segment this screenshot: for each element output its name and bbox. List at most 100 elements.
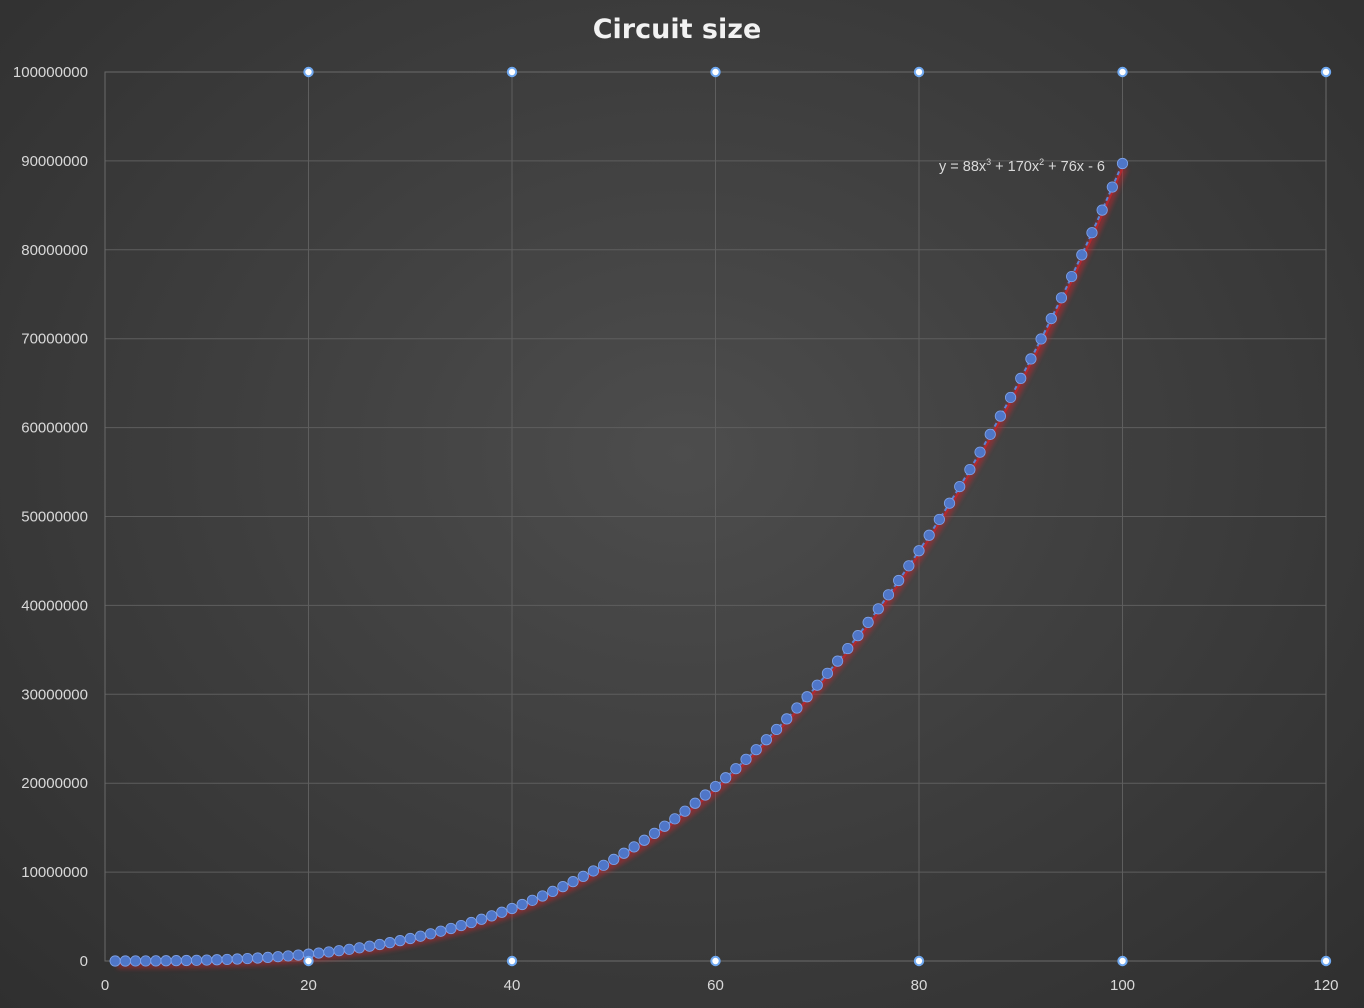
- data-point: [659, 820, 671, 832]
- x-tick-label: 120: [1313, 977, 1338, 994]
- data-point: [638, 834, 650, 846]
- data-point: [933, 513, 945, 526]
- y-tick-label: 20000000: [21, 775, 88, 792]
- data-point: [587, 865, 600, 877]
- data-point: [486, 910, 498, 922]
- axis-marker: [1117, 955, 1128, 967]
- y-tick-label: 10000000: [21, 864, 88, 881]
- data-point: [618, 847, 630, 859]
- data-point: [893, 574, 905, 587]
- trendline-eq-prefix: y = 88x: [939, 159, 987, 175]
- data-point: [374, 938, 386, 951]
- data-point: [1116, 157, 1129, 170]
- x-tick-label: 100: [1110, 977, 1135, 994]
- data-point: [170, 955, 182, 967]
- data-point: [923, 529, 935, 541]
- data-point: [262, 951, 274, 964]
- data-point: [801, 691, 813, 703]
- axis-marker-layer: [303, 66, 1332, 967]
- data-point: [852, 630, 864, 642]
- trendline: [116, 165, 1125, 965]
- data-point: [496, 906, 508, 918]
- data-point: [455, 919, 467, 932]
- data-point: [435, 925, 447, 937]
- data-point: [770, 723, 783, 736]
- data-point: [506, 902, 518, 915]
- data-point: [994, 410, 1007, 422]
- data-point: [424, 928, 437, 940]
- data-point: [811, 679, 823, 691]
- trendline-layer: [116, 165, 1128, 969]
- data-point: [1055, 292, 1068, 304]
- data-point: [1025, 353, 1037, 365]
- data-point: [709, 780, 722, 793]
- data-point: [1015, 372, 1027, 384]
- data-point: [1045, 312, 1057, 325]
- axis-marker: [303, 66, 314, 78]
- data-point: [720, 772, 732, 784]
- data-point: [353, 942, 365, 954]
- data-point: [536, 890, 549, 902]
- data-point: [699, 789, 711, 801]
- data-point: [465, 916, 477, 929]
- data-point: [394, 935, 406, 947]
- data-point: [831, 655, 844, 667]
- data-point: [628, 841, 640, 853]
- data-point: [1066, 270, 1078, 283]
- y-tick-label: 70000000: [21, 331, 88, 348]
- axis-marker: [913, 66, 925, 78]
- data-point: [516, 898, 528, 911]
- data-point: [954, 480, 966, 493]
- data-point: [241, 952, 254, 965]
- x-tick-label: 40: [504, 977, 521, 994]
- data-point: [597, 859, 610, 871]
- x-tick-label: 20: [300, 977, 317, 994]
- data-point: [1004, 391, 1017, 404]
- y-tick-label: 0: [80, 953, 88, 970]
- data-point: [648, 827, 661, 839]
- data-point: [211, 954, 223, 966]
- data-point: [190, 954, 203, 966]
- data-point: [140, 955, 152, 967]
- data-point: [903, 560, 915, 572]
- data-point: [974, 446, 986, 458]
- trendline-equation: y = 88x3 + 170x2 + 76x - 6: [939, 157, 1105, 175]
- data-point: [221, 953, 233, 966]
- data-point: [567, 876, 579, 888]
- y-tick-label: 80000000: [21, 242, 88, 259]
- data-point: [292, 949, 304, 961]
- trendline-eq-mid: + 170x: [991, 159, 1040, 175]
- trendline-eq-sup2: 2: [1039, 157, 1044, 167]
- data-point: [669, 813, 681, 825]
- axis-marker: [1117, 66, 1128, 78]
- data-point: [872, 603, 884, 615]
- y-tick-label: 100000000: [13, 64, 88, 81]
- y-tick-label: 90000000: [21, 153, 88, 170]
- data-point: [343, 943, 355, 955]
- data-point: [526, 894, 538, 906]
- data-point: [984, 428, 996, 440]
- data-point: [791, 702, 803, 714]
- data-point: [119, 955, 131, 967]
- data-points-layer: [109, 157, 1129, 967]
- data-point: [760, 734, 772, 746]
- data-point: [384, 937, 396, 949]
- data-point: [313, 947, 325, 959]
- data-point: [679, 805, 691, 817]
- axis-marker: [506, 66, 518, 78]
- axis-labels: 0 10000000 20000000 30000000 40000000 5000000…: [13, 64, 1339, 994]
- data-point: [557, 881, 569, 893]
- data-point: [231, 953, 243, 965]
- trendline-eq-sup1: 3: [986, 157, 991, 167]
- data-point: [475, 913, 488, 925]
- axis-marker: [1320, 955, 1332, 967]
- x-tick-label: 60: [707, 977, 724, 994]
- data-point: [740, 753, 752, 765]
- data-point: [180, 954, 192, 967]
- data-point: [943, 497, 956, 509]
- axis-marker: [710, 66, 721, 78]
- data-point: [730, 763, 742, 775]
- series-connector: [115, 163, 1124, 962]
- data-point: [821, 667, 834, 679]
